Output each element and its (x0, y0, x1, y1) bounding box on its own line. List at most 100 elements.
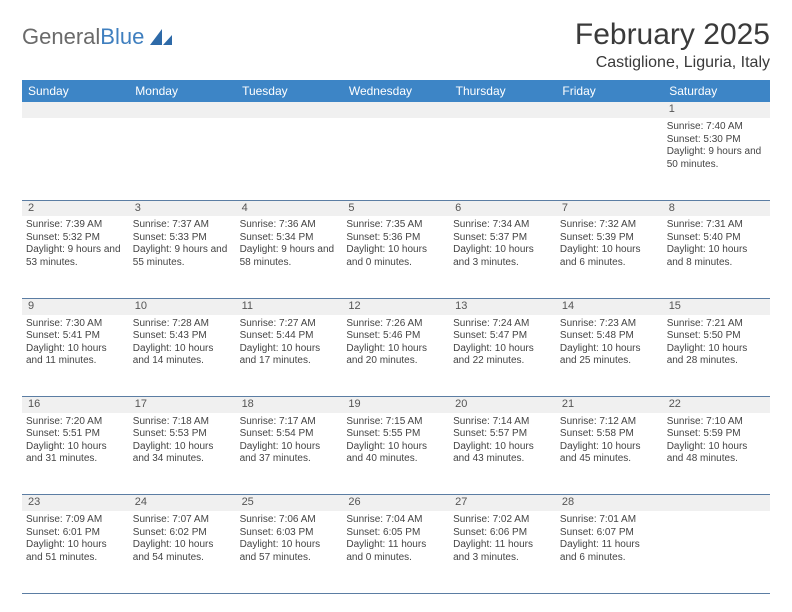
sunrise-text: Sunrise: 7:34 AM (453, 219, 552, 232)
day-number-cell: 24 (129, 495, 236, 511)
daylight-text: Daylight: 11 hours and 6 minutes. (560, 539, 659, 564)
daylight-text: Daylight: 10 hours and 11 minutes. (26, 343, 125, 368)
daylight-text: Daylight: 10 hours and 14 minutes. (133, 343, 232, 368)
daylight-text: Daylight: 10 hours and 57 minutes. (240, 539, 339, 564)
day-cell: Sunrise: 7:39 AMSunset: 5:32 PMDaylight:… (22, 216, 129, 298)
sunset-text: Sunset: 5:50 PM (667, 330, 766, 343)
day-cell: Sunrise: 7:20 AMSunset: 5:51 PMDaylight:… (22, 413, 129, 495)
daylight-text: Daylight: 10 hours and 22 minutes. (453, 343, 552, 368)
day-cell: Sunrise: 7:30 AMSunset: 5:41 PMDaylight:… (22, 315, 129, 397)
day-cell: Sunrise: 7:18 AMSunset: 5:53 PMDaylight:… (129, 413, 236, 495)
sunset-text: Sunset: 5:34 PM (240, 232, 339, 245)
sunset-text: Sunset: 5:36 PM (346, 232, 445, 245)
day-number-cell: 5 (342, 200, 449, 216)
day-number-cell (556, 102, 663, 118)
day-cell: Sunrise: 7:17 AMSunset: 5:54 PMDaylight:… (236, 413, 343, 495)
day-number-cell: 13 (449, 298, 556, 314)
day-cell: Sunrise: 7:06 AMSunset: 6:03 PMDaylight:… (236, 511, 343, 593)
sunrise-text: Sunrise: 7:10 AM (667, 416, 766, 429)
day-number-cell: 11 (236, 298, 343, 314)
sunrise-text: Sunrise: 7:20 AM (26, 416, 125, 429)
sunrise-text: Sunrise: 7:36 AM (240, 219, 339, 232)
day-number-cell: 28 (556, 495, 663, 511)
title-month: February 2025 (575, 18, 770, 52)
day-number-cell: 1 (663, 102, 770, 118)
sunset-text: Sunset: 5:32 PM (26, 232, 125, 245)
day-cell: Sunrise: 7:15 AMSunset: 5:55 PMDaylight:… (342, 413, 449, 495)
sunrise-text: Sunrise: 7:23 AM (560, 318, 659, 331)
title-location: Castiglione, Liguria, Italy (575, 54, 770, 72)
sunrise-text: Sunrise: 7:28 AM (133, 318, 232, 331)
sunrise-text: Sunrise: 7:21 AM (667, 318, 766, 331)
day-number-row: 232425262728 (22, 495, 770, 511)
logo-text-general: General (22, 24, 100, 50)
sunrise-text: Sunrise: 7:07 AM (133, 514, 232, 527)
daylight-text: Daylight: 10 hours and 6 minutes. (560, 244, 659, 269)
calendar-table: SundayMondayTuesdayWednesdayThursdayFrid… (22, 80, 770, 594)
day-cell: Sunrise: 7:14 AMSunset: 5:57 PMDaylight:… (449, 413, 556, 495)
day-number-cell: 6 (449, 200, 556, 216)
sunset-text: Sunset: 5:59 PM (667, 428, 766, 441)
daylight-text: Daylight: 10 hours and 34 minutes. (133, 441, 232, 466)
day-number-cell: 9 (22, 298, 129, 314)
day-number-cell: 10 (129, 298, 236, 314)
day-number-cell (449, 102, 556, 118)
day-number-cell (22, 102, 129, 118)
day-cell: Sunrise: 7:27 AMSunset: 5:44 PMDaylight:… (236, 315, 343, 397)
day-number-row: 1 (22, 102, 770, 118)
sunrise-text: Sunrise: 7:30 AM (26, 318, 125, 331)
sunset-text: Sunset: 5:51 PM (26, 428, 125, 441)
title-block: February 2025 Castiglione, Liguria, Ital… (575, 18, 770, 72)
day-number-cell: 15 (663, 298, 770, 314)
logo-text-blue: Blue (100, 24, 144, 50)
sunrise-text: Sunrise: 7:12 AM (560, 416, 659, 429)
sunrise-text: Sunrise: 7:26 AM (346, 318, 445, 331)
sunset-text: Sunset: 5:41 PM (26, 330, 125, 343)
daylight-text: Daylight: 9 hours and 53 minutes. (26, 244, 125, 269)
daylight-text: Daylight: 9 hours and 55 minutes. (133, 244, 232, 269)
day-number-cell (663, 495, 770, 511)
daylight-text: Daylight: 10 hours and 0 minutes. (346, 244, 445, 269)
day-cell: Sunrise: 7:34 AMSunset: 5:37 PMDaylight:… (449, 216, 556, 298)
day-cell: Sunrise: 7:31 AMSunset: 5:40 PMDaylight:… (663, 216, 770, 298)
sunrise-text: Sunrise: 7:40 AM (667, 121, 766, 134)
day-cell (22, 118, 129, 200)
sunset-text: Sunset: 5:44 PM (240, 330, 339, 343)
day-cell (342, 118, 449, 200)
logo: GeneralBlue (22, 18, 174, 50)
daylight-text: Daylight: 10 hours and 20 minutes. (346, 343, 445, 368)
daylight-text: Daylight: 10 hours and 51 minutes. (26, 539, 125, 564)
day-content-row: Sunrise: 7:20 AMSunset: 5:51 PMDaylight:… (22, 413, 770, 495)
day-content-row: Sunrise: 7:40 AMSunset: 5:30 PMDaylight:… (22, 118, 770, 200)
sunset-text: Sunset: 6:02 PM (133, 527, 232, 540)
day-number-cell: 20 (449, 397, 556, 413)
day-number-row: 2345678 (22, 200, 770, 216)
weekday-header-row: SundayMondayTuesdayWednesdayThursdayFrid… (22, 80, 770, 102)
daylight-text: Daylight: 10 hours and 25 minutes. (560, 343, 659, 368)
day-cell: Sunrise: 7:04 AMSunset: 6:05 PMDaylight:… (342, 511, 449, 593)
sunrise-text: Sunrise: 7:17 AM (240, 416, 339, 429)
day-cell (236, 118, 343, 200)
daylight-text: Daylight: 10 hours and 48 minutes. (667, 441, 766, 466)
day-number-cell: 3 (129, 200, 236, 216)
day-number-cell: 17 (129, 397, 236, 413)
sunrise-text: Sunrise: 7:24 AM (453, 318, 552, 331)
sunset-text: Sunset: 5:53 PM (133, 428, 232, 441)
day-cell: Sunrise: 7:09 AMSunset: 6:01 PMDaylight:… (22, 511, 129, 593)
daylight-text: Daylight: 10 hours and 31 minutes. (26, 441, 125, 466)
daylight-text: Daylight: 10 hours and 54 minutes. (133, 539, 232, 564)
sunset-text: Sunset: 5:40 PM (667, 232, 766, 245)
logo-sail-icon (148, 27, 174, 47)
daylight-text: Daylight: 11 hours and 3 minutes. (453, 539, 552, 564)
weekday-header: Monday (129, 80, 236, 102)
sunset-text: Sunset: 5:43 PM (133, 330, 232, 343)
daylight-text: Daylight: 10 hours and 40 minutes. (346, 441, 445, 466)
day-content-row: Sunrise: 7:09 AMSunset: 6:01 PMDaylight:… (22, 511, 770, 593)
day-cell: Sunrise: 7:21 AMSunset: 5:50 PMDaylight:… (663, 315, 770, 397)
day-number-cell: 26 (342, 495, 449, 511)
daylight-text: Daylight: 9 hours and 58 minutes. (240, 244, 339, 269)
day-number-cell: 18 (236, 397, 343, 413)
sunset-text: Sunset: 5:46 PM (346, 330, 445, 343)
day-cell: Sunrise: 7:12 AMSunset: 5:58 PMDaylight:… (556, 413, 663, 495)
day-cell: Sunrise: 7:26 AMSunset: 5:46 PMDaylight:… (342, 315, 449, 397)
